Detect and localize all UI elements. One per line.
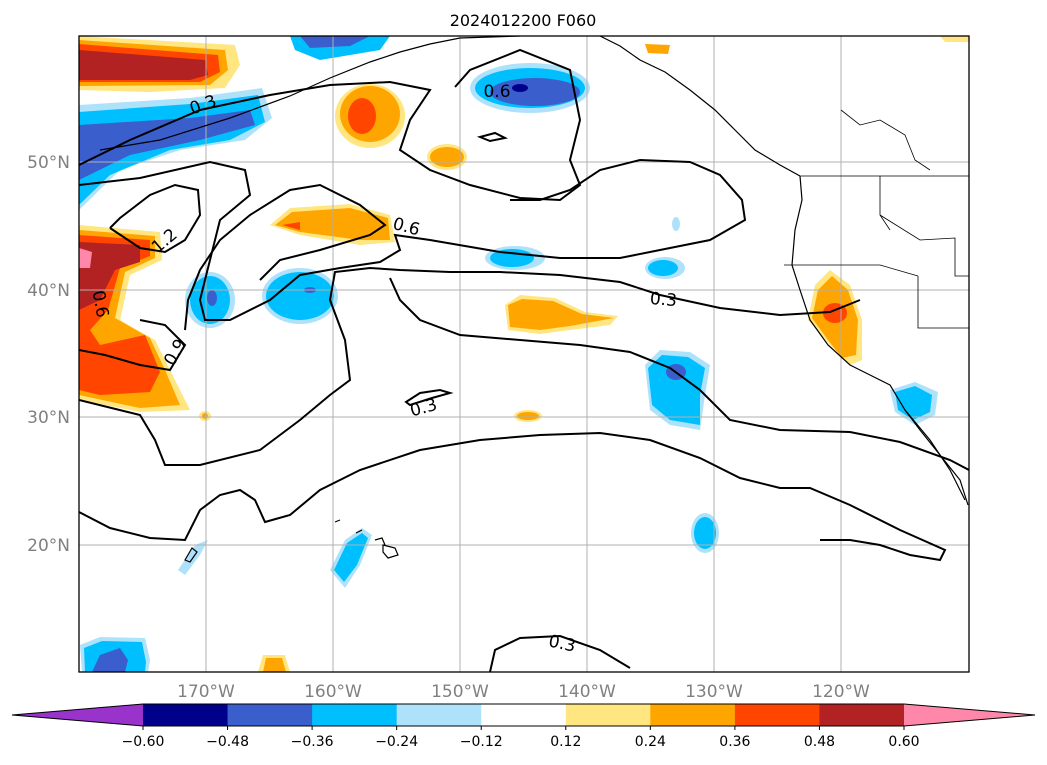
contour-0.6-west — [79, 319, 187, 372]
lat-label-40n: 40°N — [27, 281, 70, 301]
cool-region-south-east-core — [694, 517, 716, 549]
colorbar-swatch — [396, 704, 482, 726]
colorbar-tick-label: −0.12 — [460, 734, 503, 750]
lon-label-160w: 160°W — [304, 682, 362, 702]
colorbar-tick-label: −0.48 — [206, 734, 249, 750]
cool-region-bottom-left-inner — [92, 648, 128, 672]
contour-0.9 — [184, 183, 387, 331]
contour-lines — [79, 48, 969, 672]
cool-region-small-east-2-core — [648, 260, 678, 276]
cool-region-east-core — [648, 355, 705, 425]
lon-label-120w: 120°W — [812, 682, 870, 702]
map-panel: 0.3 0.6 1.2 0.6 0.9 0.6 0.3 0.3 0.3 — [79, 36, 969, 672]
colorbar-extend-high — [904, 704, 1035, 726]
cool-region-gulf-peak — [512, 84, 528, 92]
colorbar-extend-low — [12, 704, 143, 726]
coastlines — [99, 36, 969, 563]
contour-label: 0.6 — [483, 82, 510, 102]
contour-small-loop — [476, 131, 509, 143]
map-frame — [78, 35, 970, 673]
colorbar-tick-label: −0.24 — [375, 734, 418, 750]
graticule — [79, 36, 969, 672]
contour-label: 0.6 — [88, 289, 112, 319]
contour-label-group: 0.3 0.6 1.2 0.6 0.9 0.6 0.3 0.3 0.3 — [88, 82, 678, 657]
warm-region-gulf-west-inner — [348, 98, 376, 134]
colorbar-tick-label: 0.60 — [888, 734, 919, 750]
cool-region-aleutian-core — [79, 110, 255, 180]
cool-region-tiny-east — [672, 217, 680, 231]
baja-coast — [904, 409, 969, 506]
colorbar-tick-label: 0.24 — [635, 734, 666, 750]
alaska-coast — [99, 36, 521, 151]
hawaii-islands — [334, 519, 399, 559]
colorbar-swatch — [650, 704, 736, 726]
contour-label: 0.3 — [649, 289, 678, 311]
lat-label-30n: 30°N — [27, 408, 70, 428]
contour-1.2 — [109, 183, 202, 254]
colorbar-swatch — [227, 704, 313, 726]
lat-label-50n: 50°N — [27, 153, 70, 173]
small-island-west — [184, 547, 198, 563]
cool-region-gulf-core — [490, 78, 580, 106]
lon-label-140w: 140°W — [558, 682, 616, 702]
contour-0.3-central — [79, 266, 861, 466]
longitude-labels: 170°W 160°W 150°W 140°W 130°W 120°W — [177, 682, 870, 702]
contour-0.6-north — [79, 158, 747, 321]
colorbar-swatch — [734, 704, 820, 726]
contour-0.3-north — [79, 48, 582, 202]
contour-0.3-bottom — [489, 634, 631, 672]
lon-label-130w: 130°W — [685, 682, 743, 702]
alaska-southeast-coast — [599, 36, 801, 177]
warm-region-bottom-core — [263, 658, 286, 672]
anomaly-shading — [79, 36, 969, 672]
warm-region-mid-north-inner — [282, 222, 300, 230]
contour-0.3-lower — [79, 431, 947, 562]
contour-0.3-small — [404, 388, 454, 407]
canada-interior-border — [784, 109, 969, 329]
colorbar-tick-label: −0.60 — [122, 734, 165, 750]
warm-spot-top-right — [940, 36, 969, 42]
warm-region-small-north-core — [430, 147, 464, 167]
colorbar-tick-label: 0.48 — [804, 734, 835, 750]
cool-region-mid-center-core — [266, 272, 334, 320]
colorbar-tick-label: 0.12 — [550, 734, 581, 750]
map-title: 2024012200 F060 — [450, 11, 597, 30]
warm-region-west-extreme — [79, 248, 92, 268]
colorbar-swatch — [819, 704, 905, 726]
colorbar-tick-label: 0.36 — [719, 734, 750, 750]
contour-0.3-south — [389, 277, 969, 471]
cool-region-mid-west-inner — [207, 290, 217, 306]
colorbar-swatch — [143, 704, 229, 726]
colorbar: −0.60 −0.48 −0.36 −0.24 −0.12 0.12 0.24 0.36 0.4… — [11, 703, 1036, 750]
contour-label: 0.3 — [547, 632, 578, 657]
us-west-coast — [791, 175, 966, 501]
lon-label-150w: 150°W — [431, 682, 489, 702]
colorbar-swatch — [481, 704, 567, 726]
lat-label-20n: 20°N — [27, 536, 70, 556]
warm-spot-gulf-alaska — [645, 44, 670, 54]
colorbar-swatch — [312, 704, 398, 726]
cool-region-north-center-core — [300, 36, 370, 48]
lon-label-170w: 170°W — [177, 682, 235, 702]
colorbar-swatch — [565, 704, 651, 726]
warm-region-west-peak — [79, 242, 140, 310]
colorbar-tick-label: −0.36 — [291, 734, 334, 750]
cool-region-southwest-us-core — [895, 386, 932, 420]
warm-spot-30n-core — [517, 412, 539, 420]
latitude-labels: 50°N 40°N 30°N 20°N — [27, 153, 70, 556]
warm-region-northwest-peak — [79, 50, 208, 80]
warm-spot-west-core — [202, 413, 208, 419]
